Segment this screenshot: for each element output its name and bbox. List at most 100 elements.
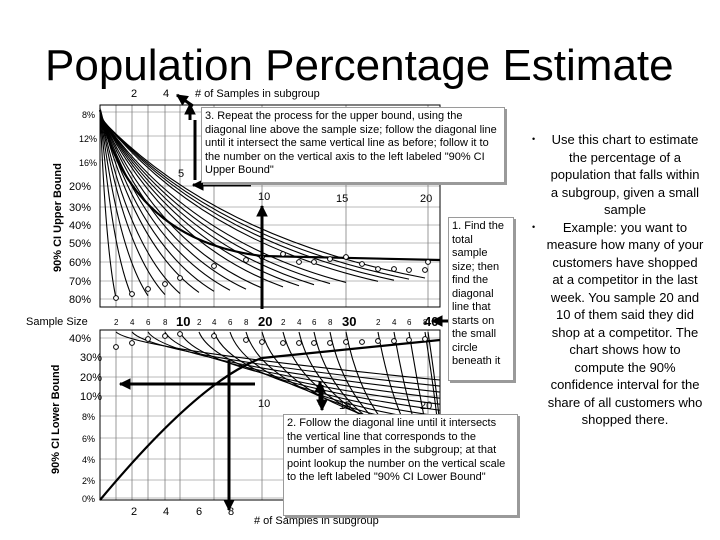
arrow-to-top-label-head [176,94,189,106]
curve-marker [243,337,249,343]
upper-bound-curve [99,117,410,280]
upper-bound-curve [99,113,284,288]
lower-number-10: 10 [258,398,271,410]
sample-size-value: 6 [146,318,151,327]
curve-marker [296,259,302,265]
bullet-dot: • [532,221,536,232]
upper-bound-curve [99,109,166,296]
upper-tick-70: 70% [69,276,92,288]
curve-marker [243,257,249,263]
upper-bound-curve [99,108,133,298]
curve-marker [280,251,286,257]
curve-marker [359,339,365,345]
curve-marker [425,259,431,265]
sample-size-value: 40 [424,314,439,329]
curve-marker [162,333,168,339]
upper-bound-curve [99,115,347,283]
sample-size-value: 4 [297,318,302,327]
highlight-lower-curve [99,338,441,501]
upper-bound-curve [99,110,181,294]
sample-size-value: 6 [407,318,412,327]
curve-marker [296,340,302,346]
bottom-axis-label: # of Samples in subgroup [254,515,379,527]
lower-bound-curve [147,331,441,393]
sample-size-value: 8 [244,318,249,327]
curve-marker [129,291,135,297]
lower-tick-0: 0% [82,494,96,504]
curve-marker [406,267,412,273]
curve-marker [177,275,183,281]
arrow-up-to-top-axis-head [184,102,196,115]
sample-size-label: Sample Size [26,316,88,328]
curve-marker [280,340,286,346]
lower-bound-curve [131,331,441,387]
sample-size-value: 4 [130,318,135,327]
sample-size-value: 20 [258,314,273,329]
arrow-up-from-step2-head [314,380,326,393]
curve-marker [129,340,135,346]
sample-size-value: 10 [176,314,191,329]
bottom-tick-2: 2 [131,506,138,518]
upper-tick-12: 12% [79,134,98,144]
bottom-tick-8: 8 [228,506,235,518]
upper-tick-8: 8% [82,110,96,120]
sample-size-value: 2 [197,318,202,327]
curve-marker [211,263,217,269]
lower-tick-10: 10% [80,391,103,403]
bullet-text-1: Use this chart to estimate the percentag… [550,132,700,217]
curve-marker [177,331,183,337]
upper-bound-curve [99,113,300,287]
upper-bound-curve [99,116,395,281]
curve-marker [391,338,397,344]
curve-marker [311,259,317,265]
upper-tick-16: 16% [79,158,98,168]
curve-marker [113,344,119,350]
sample-size-value: 4 [212,318,217,327]
upper-number-10: 10 [258,191,271,203]
curve-marker [327,340,333,346]
chart-markers [113,251,431,350]
sample-size-value: 4 [392,318,397,327]
upper-tick-30: 30% [69,202,92,214]
top-axis-label: # of Samples in subgroup [195,88,320,100]
arrow-left-to-upper-axis-head [191,179,204,191]
sample-size-value: 8 [328,318,333,327]
upper-tick-40: 40% [69,220,92,232]
sample-size-value: 2 [376,318,381,327]
sample-size-value: 6 [228,318,233,327]
lower-tick-4: 4% [82,455,96,465]
bullet-dot: • [532,134,536,144]
upper-tick-60: 60% [69,257,92,269]
top-tick-2: 2 [131,88,138,100]
upper-frame [99,104,441,308]
curve-marker [145,336,151,342]
callout-arrows [118,93,448,512]
upper-bound-curve [99,109,149,297]
curve-marker [311,340,317,346]
bottom-tick-6: 6 [196,506,203,518]
upper-bound-curve [99,112,247,290]
bullet-text-2: Example: you want to measure how many of… [546,219,704,428]
curve-marker [422,336,428,342]
curve-marker [211,333,217,339]
arrow-down-to-bottom-axis-head [223,499,235,512]
bullet-item-2: • Example: you want to measure how many … [524,219,704,429]
curve-marker [375,266,381,272]
upper-number-5: 5 [178,168,185,180]
arrow-left-to-lower-axis-head [118,378,131,390]
upper-tick-50: 50% [69,238,92,250]
bullet-item-1: • Use this chart to estimate the percent… [524,131,704,219]
lower-tick-40: 40% [69,333,92,345]
curve-marker [422,267,428,273]
lower-tick-8: 8% [82,412,96,422]
lower-bound-curve [213,331,441,417]
curve-marker [391,266,397,272]
upper-bound-curve [99,114,315,286]
lower-tick-30: 30% [80,352,103,364]
upper-bound-curve [99,111,231,291]
arrow-up-from-sample-head [256,204,268,217]
callout-step-1: 1. Find the total sample size; then find… [448,217,514,381]
curve-marker [406,337,412,343]
curve-marker [343,254,349,260]
